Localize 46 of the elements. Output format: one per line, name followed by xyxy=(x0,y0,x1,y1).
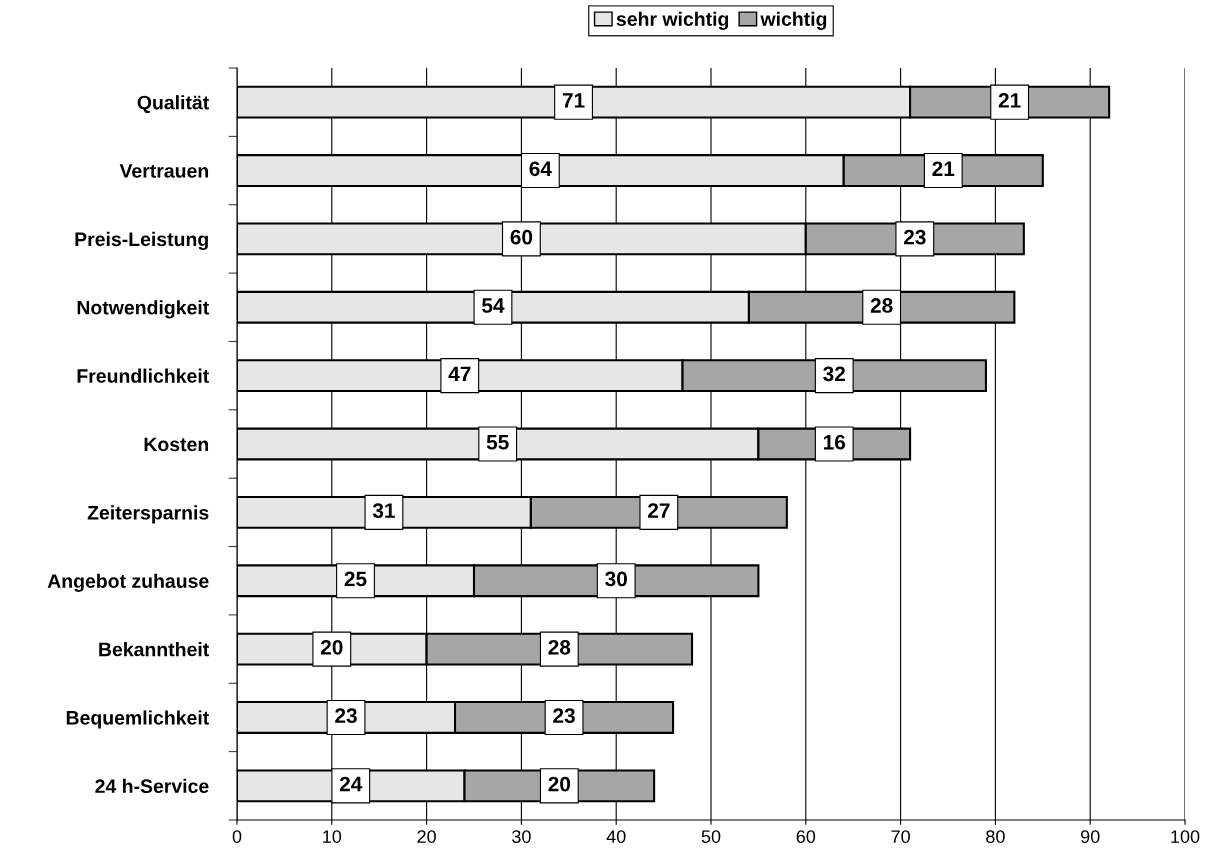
x-tick-label: 20 xyxy=(417,830,436,843)
x-tick-label: 30 xyxy=(512,830,531,843)
x-tick-label: 0 xyxy=(232,830,242,843)
data-label: 23 xyxy=(903,229,926,245)
data-label: 31 xyxy=(372,503,395,518)
data-label: 55 xyxy=(486,435,509,450)
data-label: 64 xyxy=(529,161,552,177)
legend-label: wichtig xyxy=(760,11,827,30)
x-tick-label: 10 xyxy=(323,830,342,843)
data-label: 28 xyxy=(870,298,893,313)
data-label: 16 xyxy=(823,434,846,450)
data-label: 71 xyxy=(562,93,585,108)
x-tick-label: 80 xyxy=(986,830,1005,843)
data-label: 23 xyxy=(335,708,357,724)
x-tick-label: 70 xyxy=(891,830,910,843)
data-label: 30 xyxy=(605,571,627,587)
x-tick-label: 40 xyxy=(606,830,626,843)
data-label: 21 xyxy=(998,93,1021,108)
x-tick-label: 50 xyxy=(701,830,721,843)
x-tick-label: 90 xyxy=(1081,830,1100,843)
x-tick-label: 100 xyxy=(1171,830,1200,843)
y-tick-label: Bekanntheit xyxy=(99,642,209,657)
data-label: 47 xyxy=(448,366,471,382)
y-tick-label: Qualität xyxy=(137,95,209,114)
data-label: 32 xyxy=(823,366,845,382)
y-tick-label: Preis-Leistung xyxy=(75,231,208,251)
data-label: 20 xyxy=(320,639,343,655)
y-tick-label: Freundlichkeit xyxy=(77,368,209,383)
y-tick-label: Bequemlichkeit xyxy=(66,710,209,729)
legend-label: sehr wichtig xyxy=(616,11,729,30)
data-label: 54 xyxy=(482,298,505,313)
y-tick-label: Angebot zuhause xyxy=(47,573,209,592)
data-label: 23 xyxy=(553,708,575,724)
data-label: 60 xyxy=(510,229,533,245)
y-tick-label: Kosten xyxy=(144,437,209,452)
data-label: 27 xyxy=(648,503,670,518)
y-tick-label: Zeitersparnis xyxy=(87,505,209,524)
y-tick-label: Notwendigkeit xyxy=(77,300,209,319)
data-label: 28 xyxy=(548,639,571,655)
y-tick-label: Vertrauen xyxy=(119,164,209,178)
data-label: 21 xyxy=(932,161,955,176)
data-label: 20 xyxy=(548,776,571,792)
x-tick-label: 60 xyxy=(796,830,816,843)
y-tick-label: 24 h-Service xyxy=(95,778,209,794)
data-label: 24 xyxy=(339,776,363,792)
data-label: 25 xyxy=(344,571,367,587)
